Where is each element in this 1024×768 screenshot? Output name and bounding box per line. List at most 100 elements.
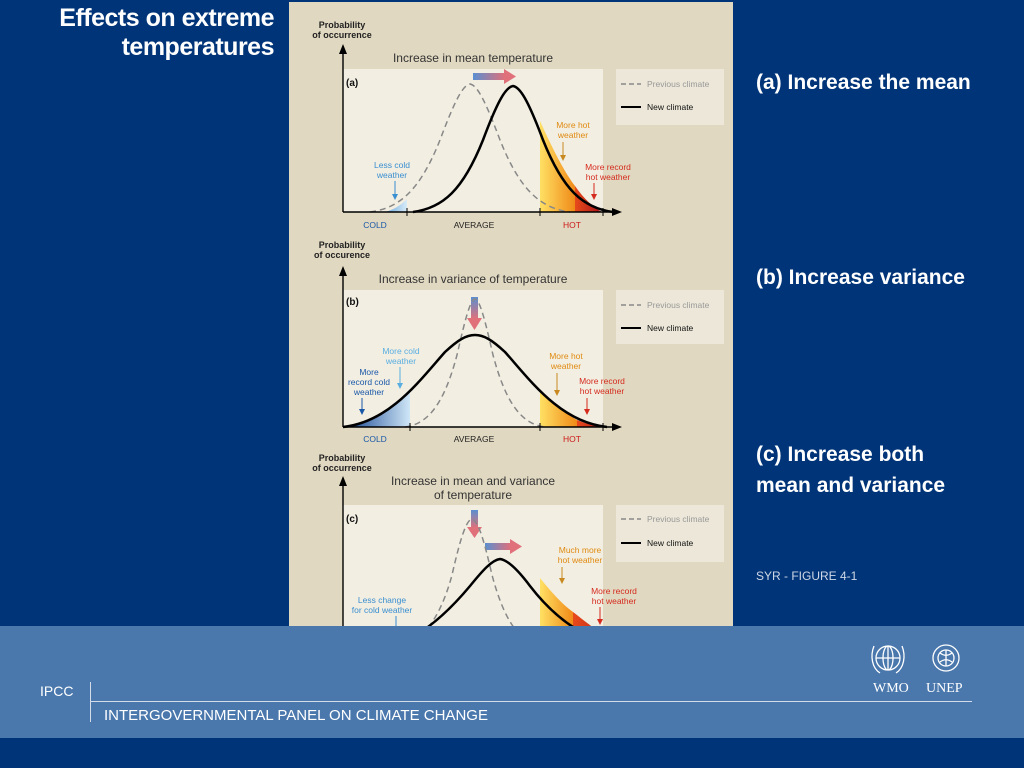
panel-b-legend <box>616 290 724 344</box>
panel-c-heading: Increase in mean and variance <box>391 474 555 488</box>
panel-a-record-hot-label-2: hot weather <box>586 172 631 182</box>
panel-c: Probability of occurrence Increase in me… <box>312 453 724 666</box>
panel-a-x-axis-arrowhead <box>612 208 622 216</box>
panel-a-more-hot-label-2: weather <box>557 130 588 140</box>
panel-c-previous-climate-curve <box>394 518 546 649</box>
panel-c-y-axis-arrowhead <box>339 476 347 486</box>
panel-a-heading: Increase in mean temperature <box>393 51 553 65</box>
panel-a-legend-previous: Previous climate <box>647 79 710 89</box>
panel-b-legend-new: New climate <box>647 323 694 333</box>
wmo-emblem-icon <box>871 645 905 674</box>
panel-b-axis-cold: COLD <box>363 434 387 444</box>
panel-a-axis-cold: COLD <box>363 220 387 230</box>
panel-a-more-hot-label: More hot <box>556 120 590 130</box>
panel-a-axis-average: AVERAGE <box>454 220 495 230</box>
panel-c-less-change-label-2: for cold weather <box>352 605 413 615</box>
panel-b-ylabel-2: of occurence <box>314 250 370 260</box>
panel-b-new-climate-curve <box>342 333 608 429</box>
panel-c-legend-previous: Previous climate <box>647 514 710 524</box>
panel-b: Probability of occurence Increase in var… <box>314 240 724 444</box>
panel-b-ylabel-1: Probability <box>319 240 366 250</box>
panel-c-much-hot-label-2: hot weather <box>558 555 603 565</box>
panel-c-record-hot-label-2: hot weather <box>592 596 637 606</box>
panel-c-record-hot-arrowhead <box>597 619 603 625</box>
label-increase-both-line-2: mean and variance <box>756 474 946 497</box>
panel-a-ylabel-2: of occurrence <box>312 30 372 40</box>
panel-a-legend <box>616 69 724 125</box>
panel-a-new-climate-curve <box>412 84 614 214</box>
panel-a-axis-hot: HOT <box>563 220 581 230</box>
panel-a-hot-area <box>540 121 575 212</box>
panel-b-record-cold-label: More <box>359 367 379 377</box>
unep-logo-text: UNEP <box>926 681 963 696</box>
panel-c-mean-shift-arrow <box>485 543 511 550</box>
temperature-distribution-figure: Probability of occurrence Increase in me… <box>289 2 733 678</box>
label-increase-both: (c) Increase both mean and variance <box>756 439 945 501</box>
panel-c-ylabel-2: of occurrence <box>312 463 372 473</box>
slide-title: Effects on extreme temperatures <box>59 4 274 62</box>
panel-c-heading-2: of temperature <box>434 488 512 502</box>
partner-logos <box>871 644 960 674</box>
footer-band <box>0 626 1024 738</box>
panel-a-record-hot-area <box>575 186 602 212</box>
panel-b-axis-average: AVERAGE <box>454 434 495 444</box>
panel-b-record-cold-area <box>343 391 410 427</box>
panel-a-less-cold-area <box>385 199 407 212</box>
panel-b-variance-arrow <box>471 297 478 319</box>
panel-b-more-hot-label: More hot <box>549 351 583 361</box>
panel-c-variance-arrow <box>471 510 478 528</box>
panel-b-more-cold-label: More cold <box>382 346 420 356</box>
panel-a-record-hot-label: More record <box>585 162 631 172</box>
footer-divider-vertical <box>90 682 91 722</box>
footer-ipcc: IPCC <box>40 683 74 699</box>
label-increase-mean: (a) Increase the mean <box>756 71 971 94</box>
panel-b-record-cold-label-3: weather <box>353 387 384 397</box>
panel-b-record-cold-label-2: record cold <box>348 377 390 387</box>
panel-a-y-axis-arrowhead <box>339 44 347 54</box>
panel-c-mean-shift-arrowhead <box>510 539 522 554</box>
footer-panel-name: INTERGOVERNMENTAL PANEL ON CLIMATE CHANG… <box>104 707 488 724</box>
panel-b-variance-arrowhead <box>467 318 482 330</box>
panel-b-more-hot-label-2: weather <box>550 361 581 371</box>
panel-a: Probability of occurrence Increase in me… <box>312 20 724 230</box>
panel-c-new-climate-curve <box>384 557 626 650</box>
panel-c-legend <box>616 505 724 562</box>
panel-c-much-hot-label: Much more <box>559 545 602 555</box>
figure-source: SYR - FIGURE 4-1 <box>756 569 858 583</box>
panel-b-more-cold-arrowhead <box>397 383 403 389</box>
slide-title-line-2: temperatures <box>121 33 275 61</box>
panel-a-tag: (a) <box>346 78 358 89</box>
panel-b-axis-hot: HOT <box>563 434 581 444</box>
wmo-logo-text: WMO <box>873 681 909 696</box>
panel-a-previous-climate-curve <box>369 83 571 213</box>
panel-b-more-cold-label-2: weather <box>385 356 416 366</box>
panel-c-variance-arrowhead <box>467 527 482 538</box>
unep-emblem-icon <box>932 644 960 672</box>
panel-a-less-cold-arrowhead <box>392 194 398 200</box>
panel-a-more-hot-arrowhead <box>560 155 566 161</box>
panel-b-record-hot-area <box>577 420 606 427</box>
panel-c-much-hot-arrowhead <box>559 578 565 584</box>
panel-c-ylabel-1: Probability <box>319 453 366 463</box>
panel-a-mean-shift-arrowhead <box>504 69 516 84</box>
panel-c-legend-new: New climate <box>647 538 694 548</box>
panel-a-legend-new: New climate <box>647 102 694 112</box>
panel-c-tag: (c) <box>346 514 358 525</box>
panel-b-record-cold-arrowhead <box>359 409 365 415</box>
panel-b-record-hot-label: More record <box>579 376 625 386</box>
panel-a-less-cold-label: Less cold <box>374 160 410 170</box>
panel-b-x-axis-arrowhead <box>612 423 622 431</box>
panel-a-less-cold-label-2: weather <box>376 170 407 180</box>
footer-divider-horizontal <box>90 701 972 702</box>
panel-b-record-hot-arrowhead <box>584 409 590 415</box>
label-increase-variance: (b) Increase variance <box>756 266 965 289</box>
panel-a-ylabel-1: Probability <box>319 20 366 30</box>
panel-b-record-hot-label-2: hot weather <box>580 386 625 396</box>
panel-b-previous-climate-curve <box>404 298 546 428</box>
panel-c-less-change-label: Less change <box>358 595 406 605</box>
panel-b-y-axis-arrowhead <box>339 266 347 276</box>
panel-a-record-hot-arrowhead <box>591 194 597 200</box>
panel-c-record-hot-label: More record <box>591 586 637 596</box>
panel-b-tag: (b) <box>346 297 359 308</box>
label-increase-both-line-1: (c) Increase both <box>756 443 925 466</box>
